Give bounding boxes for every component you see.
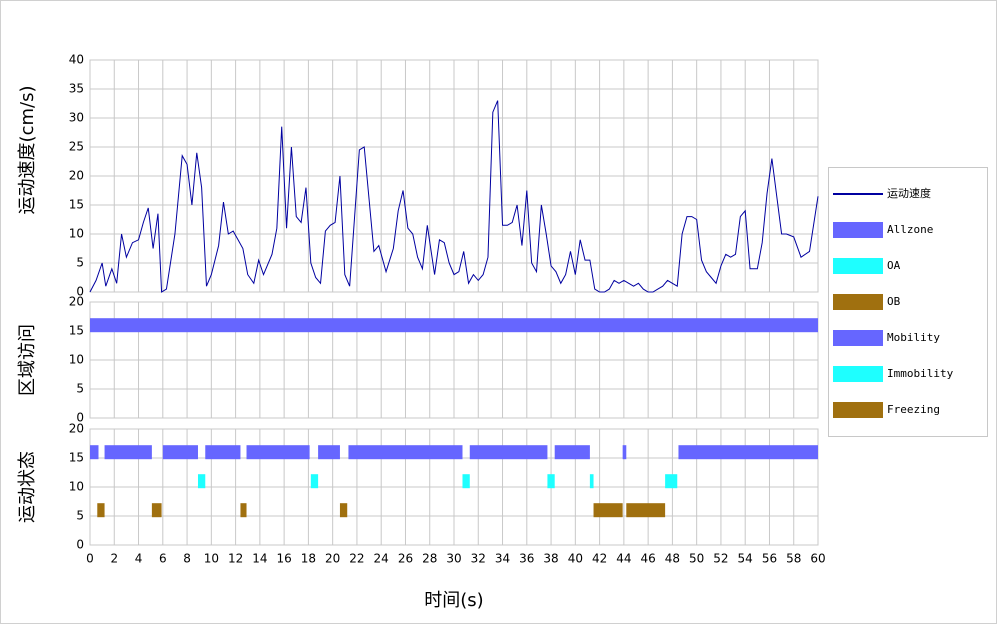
x-axis-label: 时间(s) [424, 590, 483, 611]
x-tick-label: 18 [301, 552, 316, 566]
y-tick-label: 5 [76, 509, 84, 523]
x-tick-label: 28 [422, 552, 437, 566]
legend-swatch [833, 294, 883, 310]
x-tick-label: 38 [543, 552, 558, 566]
x-tick-label: 20 [325, 552, 340, 566]
x-tick-label: 30 [446, 552, 461, 566]
y-tick-label: 30 [69, 111, 84, 125]
state-bar [547, 474, 555, 489]
x-tick-label: 2 [110, 552, 118, 566]
state-bar [310, 474, 319, 489]
x-tick-label: 8 [183, 552, 191, 566]
y-axis-label: 运动状态 [17, 451, 38, 523]
legend-label: OB [887, 295, 901, 308]
x-tick-label: 24 [374, 552, 389, 566]
state-bar [246, 445, 310, 460]
state-bar [162, 445, 198, 460]
speed-line [89, 100, 819, 293]
state-bar [90, 445, 99, 460]
y-axis-label: 运动速度(cm/s) [17, 86, 38, 215]
state-bar [318, 445, 340, 460]
state-bar [339, 503, 348, 518]
y-tick-label: 40 [69, 53, 84, 67]
x-tick-label: 60 [810, 552, 825, 566]
y-tick-label: 15 [69, 324, 84, 338]
legend-label: Freezing [887, 403, 940, 416]
x-tick-label: 48 [665, 552, 680, 566]
y-tick-label: 0 [76, 285, 84, 299]
y-tick-label: 35 [69, 82, 84, 96]
x-tick-label: 0 [86, 552, 94, 566]
state-bar [205, 445, 241, 460]
legend-swatch [833, 222, 883, 238]
state-bar [626, 503, 666, 518]
y-tick-label: 0 [76, 411, 84, 425]
y-tick-label: 20 [69, 295, 84, 309]
x-tick-label: 50 [689, 552, 704, 566]
x-tick-label: 4 [135, 552, 143, 566]
x-tick-label: 42 [592, 552, 607, 566]
legend-label: Allzone [887, 223, 933, 236]
x-tick-label: 56 [762, 552, 777, 566]
x-tick-label: 14 [252, 552, 267, 566]
x-tick-label: 32 [471, 552, 486, 566]
y-tick-label: 15 [69, 198, 84, 212]
y-tick-label: 10 [69, 227, 84, 241]
legend-label: OA [887, 259, 901, 272]
state-bar [622, 445, 627, 460]
state-bar [151, 503, 162, 518]
x-tick-label: 6 [159, 552, 167, 566]
state-bar [104, 445, 152, 460]
y-axis-label: 区域访问 [17, 324, 38, 396]
x-tick-label: 40 [568, 552, 583, 566]
y-tick-label: 25 [69, 140, 84, 154]
state-bar [469, 445, 548, 460]
x-tick-label: 54 [738, 552, 753, 566]
state-bar [348, 445, 463, 460]
x-tick-label: 22 [349, 552, 364, 566]
legend-swatch [833, 330, 883, 346]
state-bar [554, 445, 590, 460]
y-tick-label: 20 [69, 422, 84, 436]
legend-label: Mobility [887, 331, 940, 344]
y-tick-label: 5 [76, 256, 84, 270]
state-bar [97, 503, 105, 518]
y-tick-label: 10 [69, 480, 84, 494]
state-bar [665, 474, 678, 489]
state-bar [462, 474, 470, 489]
x-tick-label: 10 [204, 552, 219, 566]
legend-swatch [833, 258, 883, 274]
state-bar [589, 474, 594, 489]
y-tick-label: 15 [69, 451, 84, 465]
x-tick-label: 58 [786, 552, 801, 566]
legend-swatch [833, 402, 883, 418]
x-tick-label: 52 [713, 552, 728, 566]
x-tick-label: 16 [276, 552, 291, 566]
state-bar [678, 445, 818, 460]
state-bar [90, 318, 818, 333]
legend-label: 运动速度 [887, 186, 931, 200]
x-tick-label: 36 [519, 552, 534, 566]
state-bar [593, 503, 623, 518]
state-bar [240, 503, 247, 518]
x-tick-label: 34 [495, 552, 510, 566]
state-bar [197, 474, 206, 489]
x-tick-label: 44 [616, 552, 631, 566]
legend-swatch [833, 366, 883, 382]
y-tick-label: 0 [76, 538, 84, 552]
x-tick-label: 46 [640, 552, 655, 566]
y-tick-label: 5 [76, 382, 84, 396]
x-tick-label: 12 [228, 552, 243, 566]
x-tick-label: 26 [398, 552, 413, 566]
legend-label: Immobility [887, 367, 954, 380]
y-tick-label: 10 [69, 353, 84, 367]
y-tick-label: 20 [69, 169, 84, 183]
